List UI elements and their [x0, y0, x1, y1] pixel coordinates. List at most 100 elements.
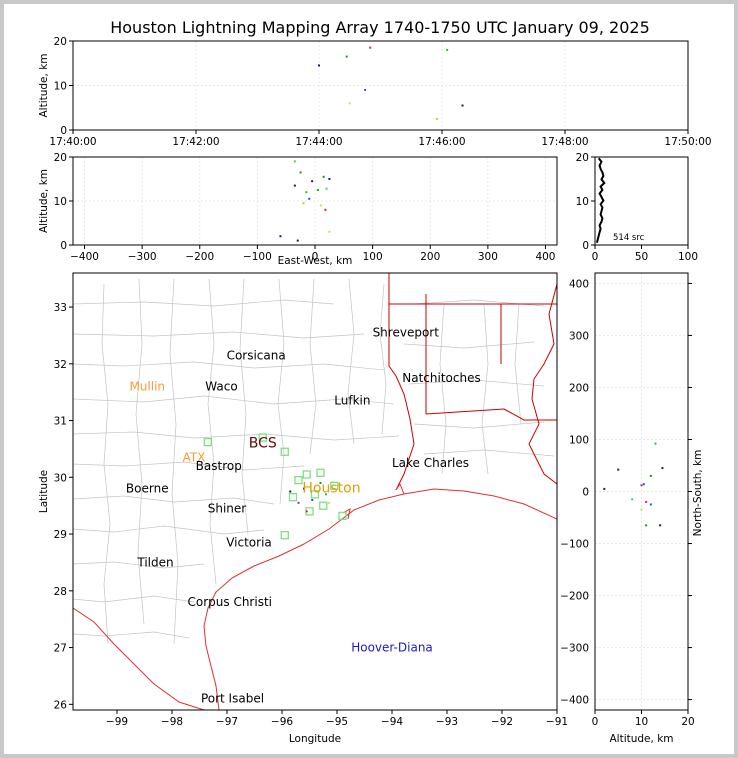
- data-point: [319, 204, 322, 207]
- city-label: BCS: [249, 435, 277, 451]
- data-point: [327, 501, 330, 504]
- data-point: [369, 46, 372, 49]
- y-tick-label: 0: [582, 487, 589, 499]
- data-point: [603, 487, 606, 490]
- y-tick-label: −200: [560, 591, 589, 603]
- x-axis-label: Altitude, km: [609, 733, 673, 745]
- station-marker: [280, 531, 289, 540]
- data-point: [446, 48, 449, 51]
- station-marker: [280, 447, 289, 456]
- data-point: [293, 184, 296, 187]
- x-tick-label: −100: [243, 251, 272, 263]
- data-point: [322, 175, 325, 178]
- coastline: [73, 482, 557, 710]
- y-tick-label: 0: [60, 240, 67, 252]
- data-point: [345, 55, 348, 58]
- city-label: Corsicana: [227, 348, 286, 362]
- y-tick-label: 0: [582, 240, 589, 252]
- station-marker: [338, 511, 347, 521]
- station-marker: [310, 490, 320, 499]
- data-point: [308, 197, 311, 200]
- data-point: [328, 178, 331, 180]
- x-tick-label: 17:42:00: [172, 136, 219, 148]
- y-tick-label: −300: [560, 643, 589, 655]
- station-marker: [302, 470, 311, 479]
- panel-plan-view-map: Shreveport Corsicana Natchitoches Mullin Wac…: [38, 272, 568, 745]
- y-tick-label: 20: [576, 152, 589, 164]
- y-tick-label: 400: [569, 278, 589, 290]
- lma-figure: Houston Lightning Mapping Array 1740-175…: [38, 18, 712, 745]
- x-tick-label: −300: [128, 251, 157, 263]
- x-tick-label: 17:46:00: [418, 136, 465, 148]
- station-marker: [316, 468, 325, 477]
- x-axis-label: East-West, km: [278, 255, 353, 267]
- x-tick-label: 17:48:00: [541, 136, 588, 148]
- data-point: [303, 487, 305, 490]
- data-point: [316, 189, 319, 191]
- x-tick-label: 50: [635, 251, 648, 263]
- data-point: [645, 500, 648, 503]
- x-tick-label: 100: [678, 251, 698, 263]
- data-point: [642, 483, 645, 486]
- x-tick-label: 200: [420, 251, 440, 263]
- y-tick-label: −400: [560, 695, 589, 707]
- x-tick-label: −400: [70, 251, 99, 263]
- city-label: Mullin: [129, 380, 165, 394]
- x-axis-label: Longitude: [289, 733, 341, 745]
- x-tick-label: 0: [312, 251, 319, 263]
- y-tick-label: 20: [54, 36, 67, 48]
- data-point: [318, 64, 320, 67]
- city-label: Victoria: [226, 536, 272, 550]
- y-tick-label: 31: [54, 416, 67, 428]
- data-point: [305, 191, 308, 194]
- x-tick-label: −98: [161, 716, 183, 728]
- x-tick-label: −200: [185, 251, 214, 263]
- station-marker: [330, 481, 339, 490]
- source-count-annotation: 514 src: [613, 233, 645, 243]
- data-point: [296, 239, 299, 242]
- y-tick-label: −100: [560, 539, 589, 551]
- x-tick-label: −92: [491, 716, 513, 728]
- figure-title: Houston Lightning Mapping Array 1740-175…: [110, 18, 650, 37]
- station-marker: [319, 501, 328, 510]
- y-tick-label: 100: [569, 434, 589, 446]
- x-tick-label: 0: [592, 251, 599, 263]
- y-axis-label: North-South, km: [692, 450, 704, 537]
- city-label: ATX: [183, 450, 206, 464]
- city-label: Lufkin: [334, 394, 370, 408]
- city-label: Hoover-Diana: [351, 641, 433, 655]
- y-tick-label: 10: [54, 196, 67, 208]
- y-tick-label: 27: [54, 643, 67, 655]
- station-marker: [294, 475, 303, 485]
- data-point: [293, 160, 296, 163]
- y-tick-label: 28: [54, 586, 67, 598]
- state-boundaries: [388, 273, 557, 491]
- histogram-line: [595, 157, 606, 244]
- panel-time-altitude: 17:40:00 17:42:00 17:44:00 17:46:00 17:48:00…: [38, 36, 712, 148]
- x-tick-label: 0: [592, 716, 599, 728]
- x-tick-label: 17:40:00: [49, 136, 96, 148]
- x-tick-label: −94: [381, 716, 403, 728]
- panel-ns-altitude: 0 10 20 −400 −300 −200 −100 0 100 200 300 400 Altitu…: [560, 272, 704, 745]
- x-tick-label: 17:44:00: [295, 136, 342, 148]
- data-point: [631, 498, 634, 501]
- data-point: [311, 499, 314, 502]
- y-tick-label: 0: [60, 125, 67, 137]
- y-tick-label: 10: [54, 81, 67, 93]
- data-point: [324, 208, 327, 211]
- data-point: [435, 117, 438, 120]
- city-label: Houston: [302, 481, 360, 497]
- city-label: Shreveport: [373, 326, 440, 340]
- y-axis-label: Altitude, km: [38, 53, 50, 117]
- x-tick-label: −97: [216, 716, 238, 728]
- data-point: [328, 230, 331, 233]
- county-boundaries: [73, 278, 555, 645]
- x-tick-label: 10: [635, 716, 648, 728]
- city-label: Corpus Christi: [188, 595, 273, 609]
- data-point: [617, 468, 620, 471]
- station-marker: [203, 437, 212, 447]
- y-tick-label: 10: [576, 196, 589, 208]
- x-tick-label: 20: [681, 716, 694, 728]
- x-tick-label: −95: [326, 716, 348, 728]
- panel-plan-view-map-frame: [72, 272, 558, 711]
